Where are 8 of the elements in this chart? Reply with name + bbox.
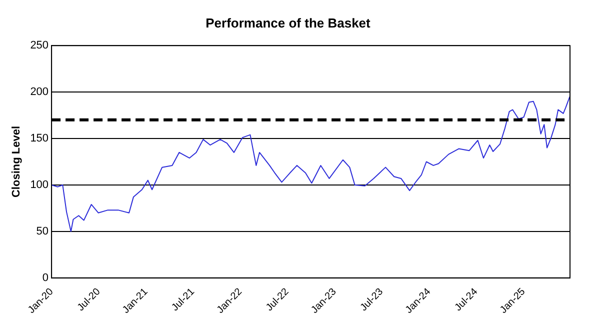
y-tick-label: 50 (36, 225, 49, 238)
y-tick-label: 250 (30, 40, 49, 52)
y-tick-label: 200 (30, 86, 49, 98)
y-axis-title: Closing Level (10, 126, 23, 198)
y-tick-label: 100 (30, 179, 49, 192)
chart-title: Performance of the Basket (206, 15, 372, 30)
y-tick-label: 150 (30, 132, 49, 145)
y-tick-label: 0 (42, 272, 49, 284)
